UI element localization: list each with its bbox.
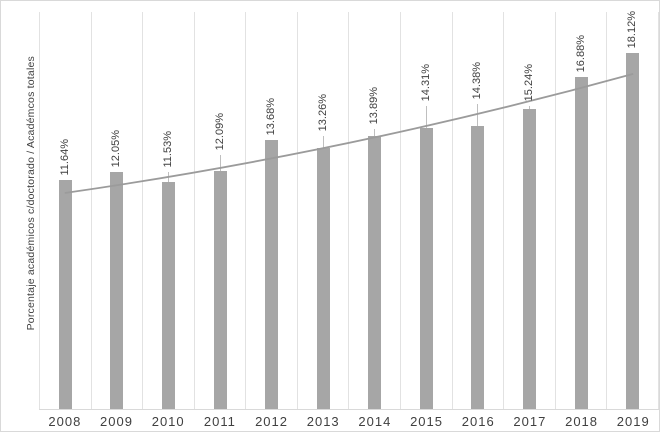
data-label: 16.88% [574,34,587,72]
data-label: 18.12% [626,10,639,48]
bar-2016 [471,126,485,409]
x-tick-label: 2018 [565,414,599,429]
bar-2019 [626,53,640,409]
error-whisker [477,104,479,126]
category-column-2016: 14.38% [453,12,505,409]
x-tick-label: 2008 [48,414,82,429]
data-label: 11.53% [161,130,174,168]
category-column-2008: 11.64% [40,12,92,409]
x-axis-labels: 2008 2009 2010 2011 2012 2013 2014 2015 2016 2017… [39,414,659,431]
category-column-2017: 15.24% [504,12,556,409]
data-label: 14.38% [471,61,484,99]
x-tick-label: 2019 [616,414,650,429]
bar-2009 [110,172,124,409]
data-label: 15.24% [522,63,535,101]
bar-2008 [58,180,72,409]
data-label: 11.64% [58,138,71,176]
error-whisker [374,129,376,136]
category-column-2015: 14.31% [401,12,453,409]
x-tick-label: 2012 [255,414,288,429]
data-label: 13.26% [316,93,329,131]
bar-2012 [265,140,279,409]
x-tick-label: 2015 [410,414,443,429]
plot-area: 11.64% 12.05% 11.53% 12.09% 13.68% 13.26% 13.8… [39,10,659,409]
x-tick-label: 2011 [203,414,236,429]
y-axis-title-wrap: Porcentaje académicos c/doctorado / Acad… [25,56,37,335]
category-column-2013: 13.26% [298,12,350,409]
x-tick-label: 2014 [358,414,392,429]
x-tick-label: 2013 [306,414,340,429]
bar-2018 [574,77,588,409]
data-label: 13.68% [265,97,278,135]
category-column-2011: 12.09% [195,12,247,409]
category-column-2014: 13.89% [349,12,402,409]
data-label: 12.05% [110,129,123,167]
x-tick-label: 2009 [100,414,133,429]
x-tick-label: 2017 [513,414,547,429]
error-whisker [167,172,169,182]
category-column-2009: 12.05% [92,12,144,409]
category-column-2012: 13.68% [246,12,298,409]
bar-2013 [316,148,330,409]
error-whisker [425,106,427,128]
bar-2017 [522,109,536,409]
data-label: 13.89% [368,86,381,124]
data-label: 14.31% [419,63,432,101]
x-axis-line [39,409,659,410]
bar-2015 [419,128,433,409]
bar-2011 [213,171,227,409]
category-column-2019: 18.12% [607,10,659,409]
error-whisker [528,106,530,109]
y-axis-title: Porcentaje académicos c/doctorado / Acad… [25,56,37,331]
x-tick-label: 2010 [151,414,185,429]
category-column-2010: 11.53% [143,12,195,409]
error-whisker [219,155,221,171]
data-label: 12.09% [213,112,226,150]
category-column-2018: 16.88% [556,12,608,409]
bar-2014 [368,136,382,409]
x-tick-label: 2016 [461,414,495,429]
error-whisker [322,136,324,148]
bar-2010 [161,182,175,409]
